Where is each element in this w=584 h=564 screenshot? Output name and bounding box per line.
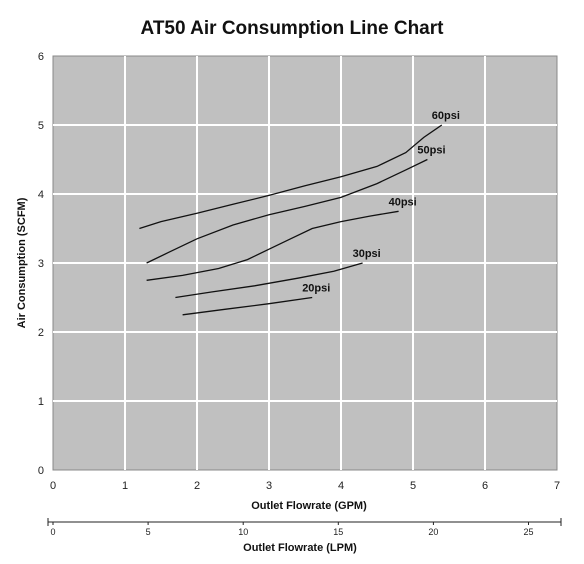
series-line-30psi xyxy=(175,262,363,299)
y-tick-label: 0 xyxy=(38,465,44,477)
x-tick-label: 0 xyxy=(50,480,56,492)
y-tick-label: 2 xyxy=(38,327,44,339)
series-label-50psi: 50psi xyxy=(417,145,445,157)
secondary-axis-tick-label: 25 xyxy=(524,527,534,537)
y-tick-label: 3 xyxy=(38,258,44,270)
secondary-axis-title: Outlet Flowrate (LPM) xyxy=(243,542,357,554)
secondary-axis-tick-label: 10 xyxy=(238,527,248,537)
secondary-axis-tick-label: 15 xyxy=(333,527,343,537)
series-line-60psi xyxy=(139,124,443,230)
y-tick-label: 1 xyxy=(38,396,44,408)
x-tick-label: 7 xyxy=(554,480,560,492)
y-axis-title: Air Consumption (SCFM) xyxy=(16,197,28,328)
series-label-60psi: 60psi xyxy=(432,110,460,122)
secondary-axis-tick-label: 20 xyxy=(428,527,438,537)
y-tick-label: 6 xyxy=(38,51,44,63)
x-tick-label: 4 xyxy=(338,480,344,492)
secondary-axis-tick-label: 5 xyxy=(146,527,151,537)
x-axis-title: Outlet Flowrate (GPM) xyxy=(251,500,367,512)
x-tick-label: 3 xyxy=(266,480,272,492)
x-tick-label: 1 xyxy=(122,480,128,492)
series-label-20psi: 20psi xyxy=(302,283,330,295)
x-tick-label: 6 xyxy=(482,480,488,492)
secondary-axis-tick-label: 0 xyxy=(50,527,55,537)
series-label-30psi: 30psi xyxy=(353,248,381,260)
chart-title: AT50 Air Consumption Line Chart xyxy=(140,18,444,39)
y-tick-label: 5 xyxy=(38,120,44,132)
series-line-20psi xyxy=(182,296,313,316)
series-line-50psi xyxy=(146,158,428,264)
y-tick-label: 4 xyxy=(38,189,44,201)
x-tick-label: 5 xyxy=(410,480,416,492)
series-label-40psi: 40psi xyxy=(389,196,417,208)
x-tick-label: 2 xyxy=(194,480,200,492)
series-line-40psi xyxy=(146,210,399,281)
